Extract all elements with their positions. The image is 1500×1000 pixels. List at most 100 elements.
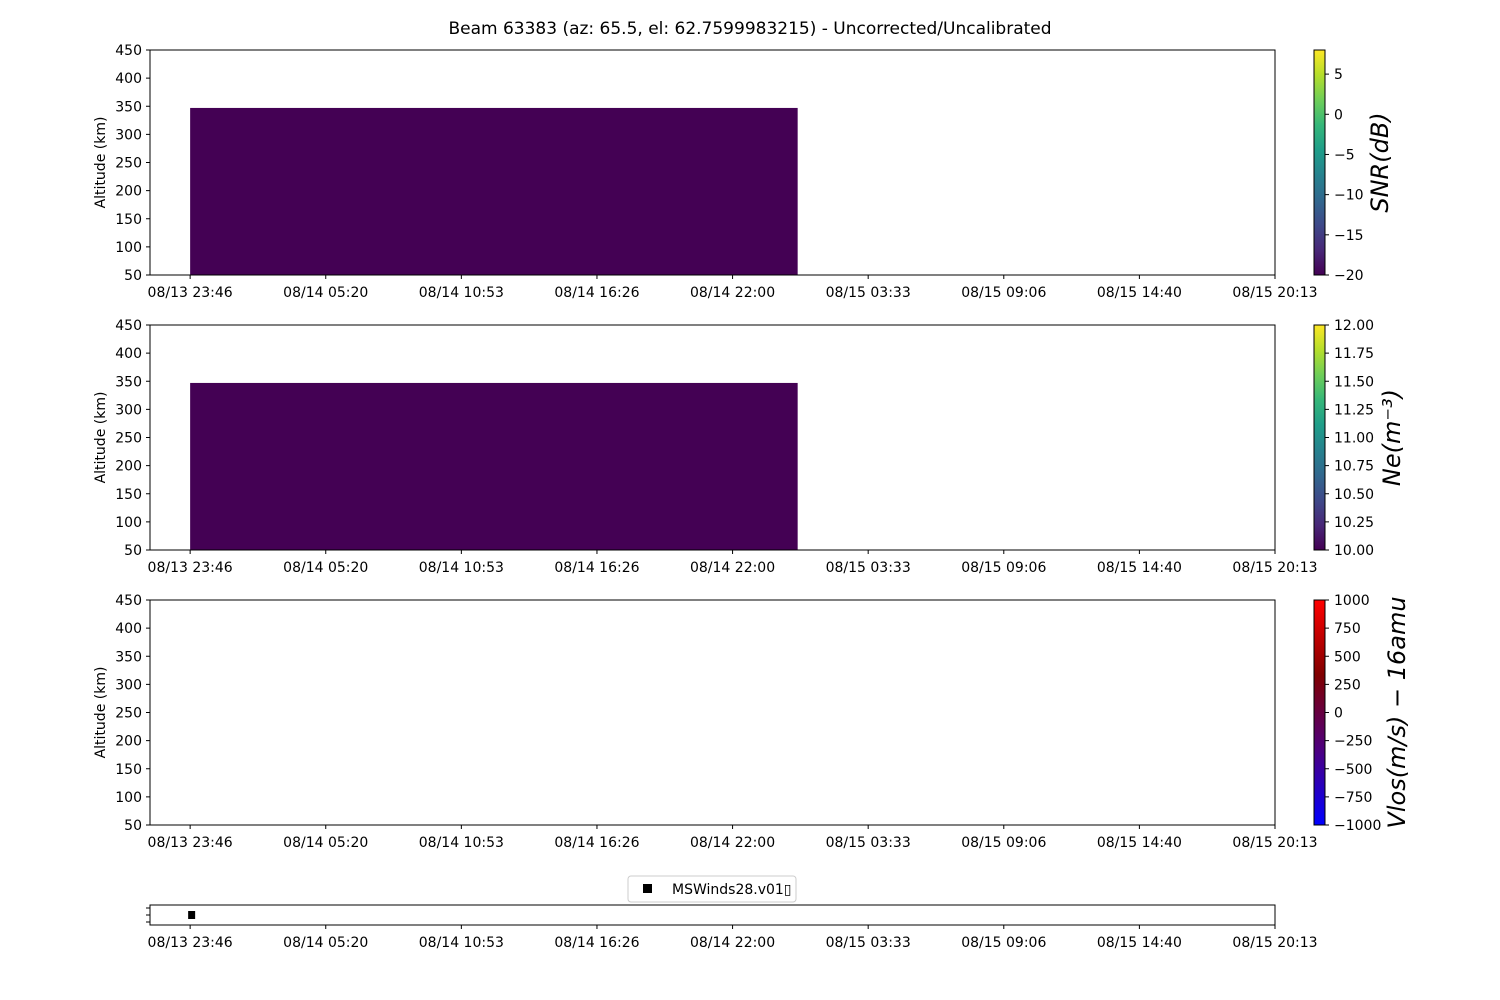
panel-vlos: 50 100 150 200 250 300 350 400 450 Altitude (km) 0… — [93, 593, 1411, 851]
ne-y-tick-label: 50 — [124, 543, 142, 559]
ne-y-tick-label: 100 — [115, 515, 142, 531]
snr-colorbar-tick-label: −5 — [1334, 147, 1355, 163]
snr-colorbar: −20 −15 −10 −5 0 5 SNR(dB) — [1313, 49, 1394, 284]
snr-x-tick-label: 08/15 20:13 — [1232, 285, 1317, 301]
vlos-x-tick-label: 08/14 05:20 — [283, 835, 368, 851]
legend-label: MSWinds28.v01▯ — [672, 882, 792, 898]
ne-y-tick-label: 200 — [115, 459, 142, 475]
vlos-y-tick-label: 150 — [115, 762, 142, 778]
snr-colorbar-tick-label: −15 — [1334, 228, 1364, 244]
snr-x-tick-label: 08/14 16:26 — [554, 285, 639, 301]
ne-y-tick-label: 300 — [115, 402, 142, 418]
snr-y-tick-label: 400 — [115, 71, 142, 87]
ne-colorbar-tick-label: 11.00 — [1334, 431, 1374, 447]
vlos-y-tick-label: 200 — [115, 734, 142, 750]
figure-title: Beam 63383 (az: 65.5, el: 62.7599983215)… — [448, 19, 1051, 39]
vlos-colorbar: −1000 −750 −500 −250 0 250 500 750 1000 Vlos(m/s)… — [1313, 593, 1411, 834]
snr-x-tick-label: 08/14 10:53 — [419, 285, 504, 301]
strip-axes-frame — [149, 904, 1276, 926]
snr-x-tick-label: 08/14 05:20 — [283, 285, 368, 301]
vlos-axes-frame — [149, 599, 1276, 826]
ne-colorbar-tick-label: 10.75 — [1334, 459, 1374, 475]
vlos-x-tick-label: 08/15 09:06 — [961, 835, 1046, 851]
ne-colorbar-tick-label: 11.25 — [1334, 402, 1374, 418]
ne-colorbar-gradient — [1313, 324, 1326, 551]
vlos-colorbar-tick-label: 750 — [1334, 621, 1361, 637]
vlos-colorbar-gradient — [1313, 599, 1326, 826]
snr-y-tick-label: 300 — [115, 127, 142, 143]
snr-colorbar-label: SNR(dB) — [1366, 112, 1394, 212]
strip-x-tick-label: 08/15 09:06 — [961, 935, 1046, 951]
ne-y-tick-label: 450 — [115, 318, 142, 334]
ne-x-tick-label: 08/15 14:40 — [1097, 560, 1182, 576]
ne-colorbar-tick-label: 10.50 — [1334, 487, 1374, 503]
snr-colorbar-tick-label: 0 — [1334, 107, 1343, 123]
strip-x-tick-label: 08/15 03:33 — [826, 935, 911, 951]
vlos-colorbar-tick-label: −1000 — [1334, 818, 1381, 834]
strip-x-tick-label: 08/13 23:46 — [148, 935, 233, 951]
ne-colorbar-tick-label: 10.00 — [1334, 543, 1374, 559]
vlos-x-tick-label: 08/15 14:40 — [1097, 835, 1182, 851]
ne-x-tick-label: 08/13 23:46 — [148, 560, 233, 576]
vlos-colorbar-tick-label: −750 — [1334, 790, 1372, 806]
ne-x-tick-label: 08/14 05:20 — [283, 560, 368, 576]
ne-data-block — [190, 382, 798, 550]
snr-x-tick-label: 08/14 22:00 — [690, 285, 775, 301]
ne-colorbar-tick-label: 11.75 — [1334, 346, 1374, 362]
ne-colorbar-tick-label: 10.25 — [1334, 515, 1374, 531]
vlos-colorbar-tick-label: 0 — [1334, 706, 1343, 722]
ne-y-axis-label: Altitude (km) — [93, 392, 109, 484]
snr-colorbar-tick-label: 5 — [1334, 67, 1343, 83]
ne-colorbar-tick-label: 11.50 — [1334, 374, 1374, 390]
vlos-x-tick-label: 08/15 03:33 — [826, 835, 911, 851]
vlos-x-tick-label: 08/14 16:26 — [554, 835, 639, 851]
ne-y-tick-label: 350 — [115, 374, 142, 390]
strip-x-tick-label: 08/14 05:20 — [283, 935, 368, 951]
panel-ne: 50 100 150 200 250 300 350 400 450 Altitude (km) 0… — [93, 318, 1406, 576]
strip-x-tick-label: 08/15 20:13 — [1232, 935, 1317, 951]
vlos-x-tick-label: 08/15 20:13 — [1232, 835, 1317, 851]
ne-x-tick-label: 08/15 09:06 — [961, 560, 1046, 576]
vlos-colorbar-label: Vlos(m/s) − 16amu — [1383, 596, 1411, 828]
ne-x-tick-label: 08/15 03:33 — [826, 560, 911, 576]
ne-colorbar: 10.00 10.25 10.50 10.75 11.00 11.25 11.50 11.75… — [1313, 318, 1406, 559]
vlos-y-tick-label: 250 — [115, 706, 142, 722]
ne-x-tick-label: 08/14 22:00 — [690, 560, 775, 576]
vlos-y-tick-label: 300 — [115, 677, 142, 693]
legend-square-marker — [643, 884, 652, 893]
legend-box — [627, 875, 797, 903]
ne-y-tick-label: 150 — [115, 487, 142, 503]
ne-colorbar-label: Ne(m⁻³) — [1378, 389, 1406, 486]
snr-y-tick-label: 250 — [115, 156, 142, 172]
legend: MSWinds28.v01▯ — [627, 875, 797, 903]
strip-data-point — [188, 911, 196, 919]
vlos-colorbar-tick-label: −250 — [1334, 734, 1372, 750]
ne-colorbar-tick-label: 12.00 — [1334, 318, 1374, 334]
snr-x-tick-label: 08/15 09:06 — [961, 285, 1046, 301]
snr-y-tick-label: 350 — [115, 99, 142, 115]
ne-y-tick-label: 250 — [115, 431, 142, 447]
vlos-colorbar-tick-label: −500 — [1334, 762, 1372, 778]
vlos-colorbar-tick-label: 500 — [1334, 649, 1361, 665]
vlos-x-tick-label: 08/14 10:53 — [419, 835, 504, 851]
vlos-y-tick-label: 350 — [115, 649, 142, 665]
snr-colorbar-tick-label: −20 — [1334, 268, 1364, 284]
vlos-y-axis-label: Altitude (km) — [93, 667, 109, 759]
snr-x-tick-label: 08/15 03:33 — [826, 285, 911, 301]
snr-y-tick-label: 50 — [124, 268, 142, 284]
snr-y-tick-label: 150 — [115, 212, 142, 228]
vlos-y-tick-label: 100 — [115, 790, 142, 806]
snr-x-tick-label: 08/13 23:46 — [148, 285, 233, 301]
vlos-y-tick-label: 400 — [115, 621, 142, 637]
snr-colorbar-tick-label: −10 — [1334, 188, 1364, 204]
ne-x-tick-label: 08/14 10:53 — [419, 560, 504, 576]
strip-x-tick-label: 08/14 22:00 — [690, 935, 775, 951]
snr-data-block — [190, 107, 798, 275]
strip-x-tick-label: 08/14 16:26 — [554, 935, 639, 951]
ne-y-tick-label: 400 — [115, 346, 142, 362]
vlos-colorbar-tick-label: 1000 — [1334, 593, 1370, 609]
snr-y-tick-label: 100 — [115, 240, 142, 256]
snr-y-tick-label: 200 — [115, 184, 142, 200]
snr-colorbar-gradient — [1313, 49, 1326, 276]
